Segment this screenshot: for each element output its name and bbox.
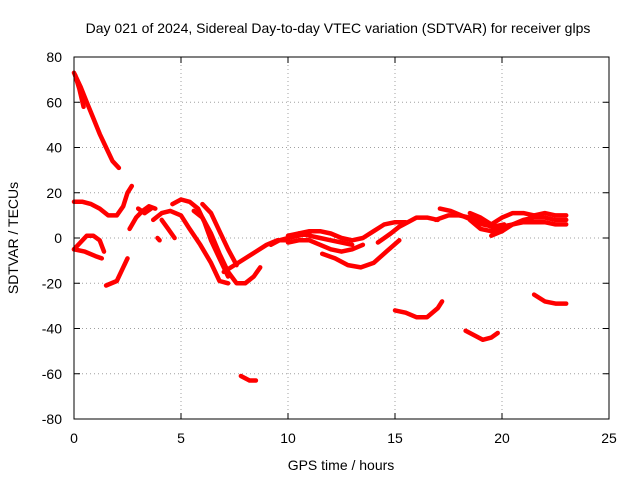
- series-arc-28: [463, 328, 500, 343]
- y-axis-label: SDTVAR / TECUs: [5, 182, 21, 294]
- x-tick-label: 20: [494, 430, 510, 446]
- chart-title: Day 021 of 2024, Sidereal Day-to-day VTE…: [86, 20, 591, 36]
- y-tick-label: 80: [46, 49, 62, 65]
- x-tick-label: 25: [601, 430, 617, 446]
- x-tick-label: 15: [387, 430, 403, 446]
- x-tick-label: 10: [280, 430, 296, 446]
- x-tick-labels: 0 5 10 15 20 25: [70, 430, 617, 446]
- y-tick-label: 60: [46, 94, 62, 110]
- series-arc-30: [531, 292, 569, 306]
- y-tick-label: 0: [54, 230, 62, 246]
- series-arc-21: [319, 238, 402, 270]
- x-axis-label: GPS time / hours: [288, 457, 395, 473]
- series-arc-13: [191, 208, 263, 286]
- y-tick-label: 20: [46, 185, 62, 201]
- x-tick-label: 0: [70, 430, 78, 446]
- axis-ticks: [73, 56, 610, 420]
- y-tick-label: -60: [42, 366, 62, 382]
- y-tick-labels: 80 60 40 20 0 -20 -40 -60 -80: [42, 49, 62, 427]
- series-arc-02: [72, 72, 86, 110]
- series-arc-03: [71, 183, 135, 218]
- series-arc-20: [296, 231, 355, 248]
- series-arc-05: [71, 247, 105, 261]
- series-arc-19: [285, 238, 366, 254]
- y-tick-label: -20: [42, 275, 62, 291]
- series-layer: [71, 70, 569, 383]
- series-arc-29: [489, 219, 569, 238]
- series-arc-10: [150, 208, 231, 286]
- y-tick-label: -40: [42, 321, 62, 337]
- series-arc-14: [200, 201, 239, 268]
- series-arc-11: [159, 217, 177, 241]
- x-tick-label: 5: [177, 430, 185, 446]
- y-tick-label: 40: [46, 140, 62, 156]
- series-arc-04: [71, 233, 107, 254]
- series-arc-08: [135, 206, 154, 216]
- series-arc-06: [103, 256, 130, 288]
- series-arc-27: [467, 210, 569, 227]
- series-arc-09: [155, 235, 162, 243]
- series-arc-18: [285, 219, 408, 243]
- series-arc-22: [375, 215, 441, 245]
- y-tick-label: -80: [42, 411, 62, 427]
- series-arc-23: [392, 299, 445, 320]
- series-arc-17: [238, 373, 259, 383]
